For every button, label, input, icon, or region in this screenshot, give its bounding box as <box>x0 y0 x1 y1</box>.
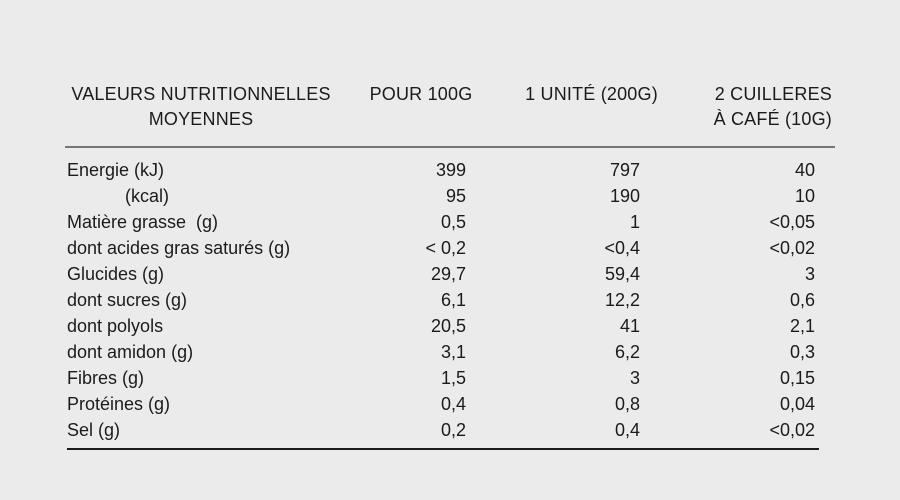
row-label: dont polyols <box>67 316 164 336</box>
value-per-2-teaspoons-10g: <0,02 <box>769 420 815 440</box>
value-per-2-teaspoons-10g: 0,6 <box>789 290 815 310</box>
header-per-2-teaspoons-line1: 2 CUILLERES <box>714 84 832 104</box>
table-row: Fibres (g) 1,5 3 0,15 <box>65 365 835 391</box>
nutrition-table-container: VALEURS NUTRITIONNELLES MOYENNES POUR 10… <box>65 82 835 450</box>
value-per-2-teaspoons-10g: 3 <box>804 264 815 284</box>
row-label: dont acides gras saturés (g) <box>67 238 291 258</box>
value-per-2-teaspoons-10g: 2,1 <box>789 316 815 336</box>
value-per-100g: 0,4 <box>440 394 466 414</box>
row-label: Glucides (g) <box>67 264 165 284</box>
row-label: Energie (kJ) <box>67 160 165 180</box>
value-per-100g: 1,5 <box>440 368 466 388</box>
value-per-unit-200g: 59,4 <box>604 264 640 284</box>
value-per-unit-200g: 41 <box>619 316 640 336</box>
table-row: Matière grasse (g) 0,5 1 <0,05 <box>65 209 835 235</box>
table-row: dont acides gras saturés (g) < 0,2 <0,4 … <box>65 235 835 261</box>
row-label: Matière grasse (g) <box>67 212 219 232</box>
value-per-unit-200g: 0,4 <box>614 420 640 440</box>
value-per-100g: 3,1 <box>440 342 466 362</box>
header-nutrition-values: VALEURS NUTRITIONNELLES MOYENNES <box>65 82 345 148</box>
value-per-100g: 0,5 <box>440 212 466 232</box>
table-bottom-rule <box>67 448 819 450</box>
value-per-100g: 95 <box>445 186 466 206</box>
value-per-unit-200g: 3 <box>629 368 640 388</box>
table-row: dont sucres (g) 6,1 12,2 0,6 <box>65 287 835 313</box>
value-per-2-teaspoons-10g: 10 <box>794 186 815 206</box>
value-per-unit-200g: 0,8 <box>614 394 640 414</box>
value-per-2-teaspoons-10g: 0,3 <box>789 342 815 362</box>
table-row: Energie (kJ) 399 797 40 <box>65 147 835 183</box>
value-per-2-teaspoons-10g: 0,15 <box>779 368 815 388</box>
header-per-2-teaspoons-line2: À CAFÉ (10G) <box>713 109 832 129</box>
table-row: Glucides (g) 29,7 59,4 3 <box>65 261 835 287</box>
row-label: (kcal) <box>125 186 169 206</box>
value-per-unit-200g: 190 <box>609 186 640 206</box>
table-header: VALEURS NUTRITIONNELLES MOYENNES POUR 10… <box>65 82 835 148</box>
header-nutrition-values-line2: MOYENNES <box>148 109 254 129</box>
header-per-2-teaspoons-10g: 2 CUILLERES À CAFÉ (10G) <box>660 82 835 148</box>
value-per-unit-200g: 6,2 <box>614 342 640 362</box>
value-per-100g: 6,1 <box>440 290 466 310</box>
value-per-2-teaspoons-10g: <0,05 <box>769 212 815 232</box>
value-per-unit-200g: 797 <box>609 160 640 180</box>
row-label: Sel (g) <box>67 420 121 440</box>
table-row: Protéines (g) 0,4 0,8 0,04 <box>65 391 835 417</box>
value-per-unit-200g: 1 <box>629 212 640 232</box>
row-label: dont sucres (g) <box>67 290 188 310</box>
row-label: Protéines (g) <box>67 394 171 414</box>
header-per-100g: POUR 100G <box>345 82 487 148</box>
value-per-100g: 0,2 <box>440 420 466 440</box>
table-row: Sel (g) 0,2 0,4 <0,02 <box>65 417 835 448</box>
table-header-row: VALEURS NUTRITIONNELLES MOYENNES POUR 10… <box>65 82 835 148</box>
value-per-2-teaspoons-10g: <0,02 <box>769 238 815 258</box>
value-per-100g: < 0,2 <box>425 238 466 258</box>
value-per-100g: 29,7 <box>430 264 466 284</box>
row-label: Fibres (g) <box>67 368 145 388</box>
value-per-2-teaspoons-10g: 40 <box>794 160 815 180</box>
header-nutrition-values-line1: VALEURS NUTRITIONNELLES <box>71 84 331 104</box>
table-body: Energie (kJ) 399 797 40 (kcal) 95 190 10… <box>65 147 835 448</box>
value-per-unit-200g: 12,2 <box>604 290 640 310</box>
table-row: dont amidon (g) 3,1 6,2 0,3 <box>65 339 835 365</box>
table-row: (kcal) 95 190 10 <box>65 183 835 209</box>
table-row: dont polyols 20,5 41 2,1 <box>65 313 835 339</box>
value-per-unit-200g: <0,4 <box>604 238 640 258</box>
value-per-2-teaspoons-10g: 0,04 <box>779 394 815 414</box>
header-per-unit-200g: 1 UNITÉ (200G) <box>487 82 660 148</box>
row-label: dont amidon (g) <box>67 342 194 362</box>
header-nutrition-values-block: VALEURS NUTRITIONNELLES MOYENNES <box>66 82 336 132</box>
value-per-100g: 20,5 <box>430 316 466 336</box>
nutrition-table: VALEURS NUTRITIONNELLES MOYENNES POUR 10… <box>65 82 835 448</box>
value-per-100g: 399 <box>435 160 466 180</box>
